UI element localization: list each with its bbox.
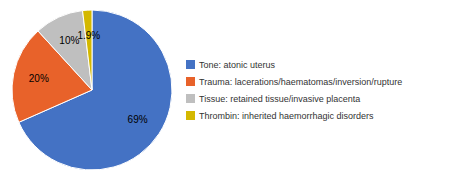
legend-label: Tissue: retained tissue/invasive placent… <box>199 94 360 104</box>
legend-item: Tissue: retained tissue/invasive placent… <box>186 94 360 104</box>
legend-item: Thrombin: inherited haemorrhagic disorde… <box>186 111 374 121</box>
legend-label: Thrombin: inherited haemorrhagic disorde… <box>199 111 374 121</box>
legend-label: Trauma: lacerations/haematomas/inversion… <box>199 77 402 87</box>
legend: Tone: atonic uterus Trauma: lacerations/h… <box>186 60 402 121</box>
data-label: 20% <box>29 73 49 84</box>
legend-item: Tone: atonic uterus <box>186 60 276 70</box>
data-label: 1.9% <box>77 30 100 41</box>
chart: 69%20%10%1.9%Tone: atonic uterusTrauma: … <box>0 0 474 180</box>
legend-label: Tone: atonic uterus <box>199 60 276 70</box>
data-label: 69% <box>128 114 148 125</box>
legend-swatch <box>186 94 195 103</box>
legend-swatch <box>186 77 195 86</box>
pie <box>12 10 172 170</box>
data-labels: 69%20%10%1.9% <box>29 30 148 125</box>
legend-item: Trauma: lacerations/haematomas/inversion… <box>186 77 402 87</box>
pie-slice <box>83 10 92 90</box>
legend-swatch <box>186 60 195 69</box>
legend-swatch <box>186 111 195 120</box>
